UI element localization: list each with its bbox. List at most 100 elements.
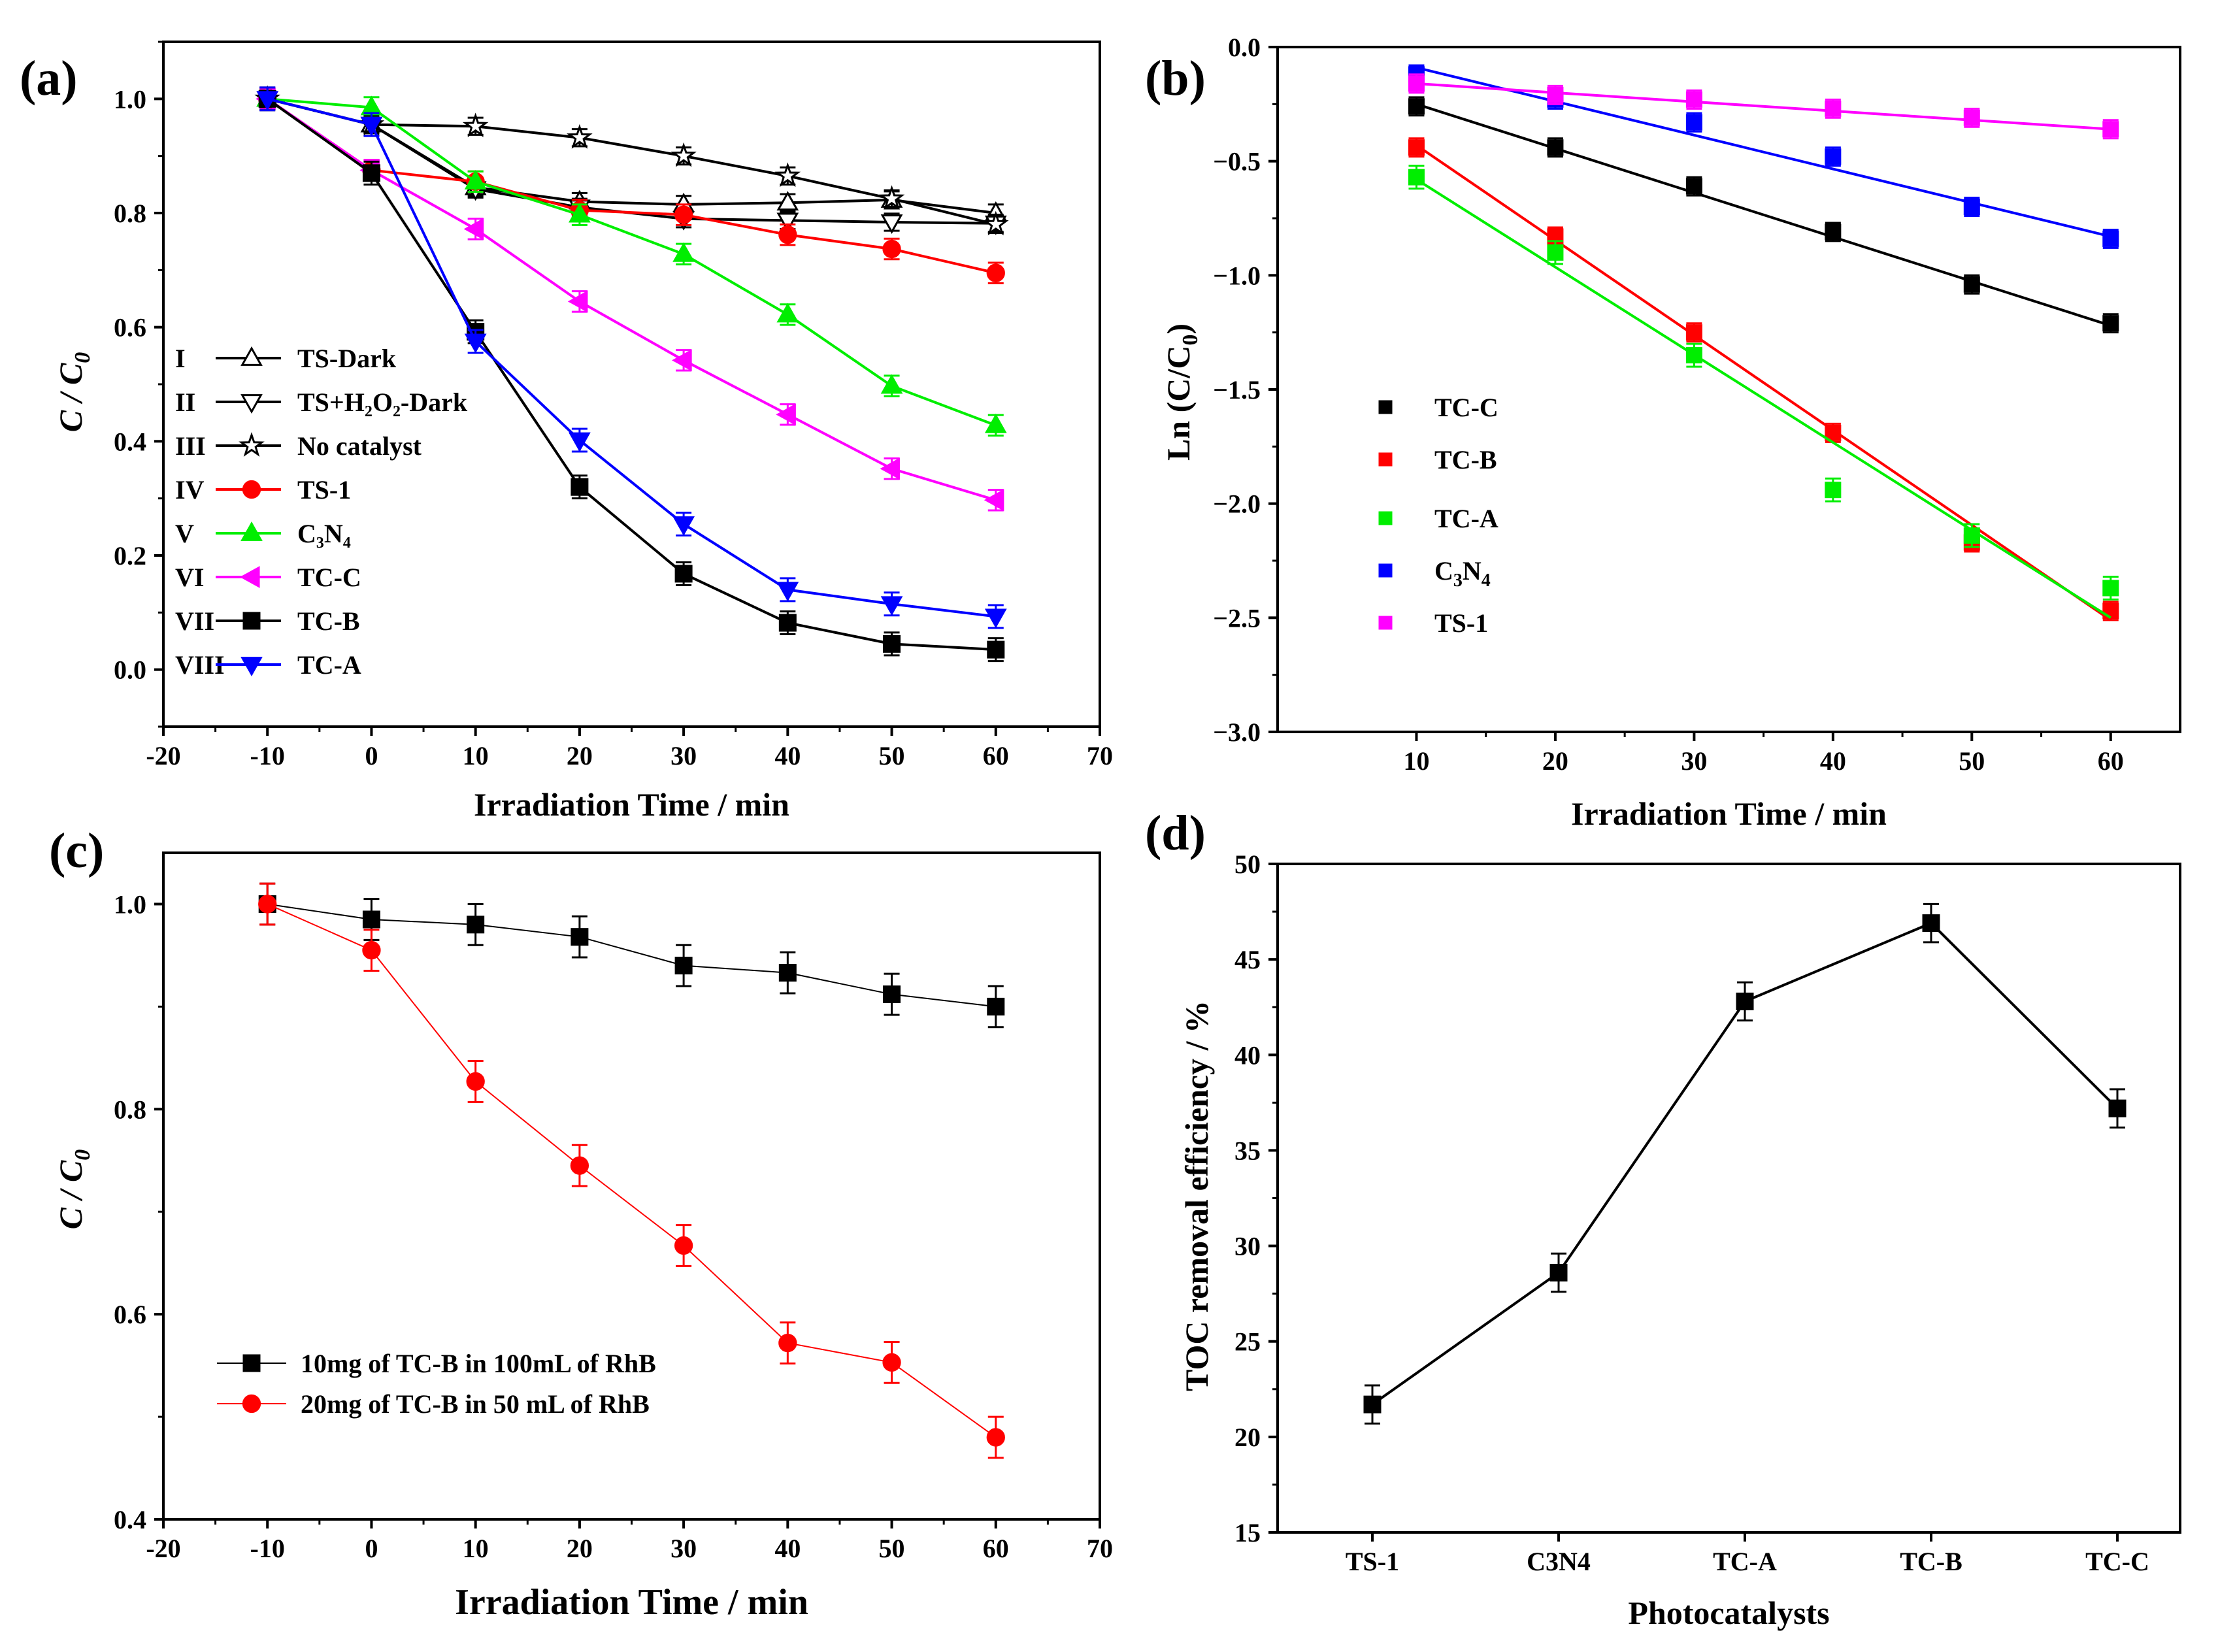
x-tick-label: 40 bbox=[1820, 746, 1846, 776]
x-tick-label: TC-A bbox=[1713, 1547, 1777, 1576]
x-tick-label: -10 bbox=[250, 741, 285, 770]
legend-marker bbox=[242, 612, 261, 630]
fit-line bbox=[1416, 178, 2111, 620]
legend-roman: II bbox=[175, 388, 195, 417]
x-tick-label: 60 bbox=[983, 1534, 1009, 1563]
data-point bbox=[882, 239, 901, 259]
y-tick-label: 20 bbox=[1234, 1423, 1261, 1452]
panel-d: TS-1 C3N4 TC-A TC-B TC-C 15 20 25 30 35 40 45 50 (d) P… bbox=[1145, 806, 2181, 1631]
legend-label: TC-B bbox=[1434, 445, 1497, 474]
x-tick-label: 10 bbox=[463, 741, 489, 770]
data-point bbox=[776, 212, 799, 233]
y-tick-label: −2.5 bbox=[1213, 603, 1261, 633]
x-tick-label: 50 bbox=[1959, 746, 1985, 776]
legend-roman: VI bbox=[175, 563, 204, 592]
x-tick-label: 20 bbox=[567, 741, 593, 770]
data-point bbox=[1363, 1395, 1382, 1413]
series-TC-B bbox=[258, 86, 1005, 663]
series-line bbox=[267, 97, 996, 652]
series-TC-A bbox=[1408, 165, 2119, 620]
series-TS-1 bbox=[1408, 73, 2119, 140]
data-point bbox=[464, 333, 487, 354]
data-point bbox=[362, 940, 381, 960]
data-point bbox=[674, 205, 693, 224]
series-TC-B bbox=[1408, 137, 2119, 621]
legend-marker bbox=[240, 394, 263, 414]
x-tick-label: 20 bbox=[567, 1534, 593, 1563]
data-point bbox=[1963, 109, 1980, 126]
data-point bbox=[1685, 178, 1702, 195]
x-tick-label: TC-B bbox=[1900, 1547, 1962, 1576]
legend-marker bbox=[1378, 616, 1393, 630]
series-C₃N₄ bbox=[1408, 64, 2119, 249]
legend-marker bbox=[1378, 511, 1393, 525]
data-point bbox=[776, 403, 796, 426]
data-point bbox=[2102, 230, 2119, 247]
legend-marker bbox=[240, 346, 263, 366]
data-point bbox=[571, 478, 589, 496]
y-tick-label: 1.0 bbox=[114, 84, 146, 114]
data-point bbox=[674, 565, 693, 583]
data-point bbox=[570, 1156, 589, 1175]
y-tick-label: 1.0 bbox=[114, 889, 146, 919]
x-tick-label: TS-1 bbox=[1346, 1547, 1399, 1576]
data-point bbox=[463, 218, 484, 240]
y-tick-label: 0.4 bbox=[114, 427, 146, 456]
data-point bbox=[878, 185, 905, 210]
panel-label: (c) bbox=[49, 823, 104, 878]
data-point bbox=[883, 985, 901, 1004]
x-tick-label: 30 bbox=[670, 1534, 697, 1563]
legend-marker bbox=[1378, 563, 1393, 578]
data-point bbox=[982, 210, 1009, 236]
data-point bbox=[776, 303, 799, 323]
legend-label: TS-Dark bbox=[297, 344, 397, 373]
data-point bbox=[362, 910, 380, 929]
y-tick-label: −1.5 bbox=[1213, 375, 1261, 405]
data-point bbox=[1963, 527, 1980, 544]
x-tick-label: -20 bbox=[146, 741, 180, 770]
legend-marker bbox=[242, 480, 261, 499]
x-tick-label: 30 bbox=[1681, 746, 1707, 776]
plot-frame bbox=[1276, 863, 2181, 1534]
x-tick-label: 70 bbox=[1087, 1534, 1113, 1563]
x-tick-label: 10 bbox=[463, 1534, 489, 1563]
panel-label: (a) bbox=[20, 51, 78, 106]
legend-label: TC-A bbox=[1434, 504, 1498, 533]
data-point bbox=[880, 596, 903, 616]
y-tick-label: −1.0 bbox=[1213, 261, 1261, 290]
data-point bbox=[883, 635, 901, 653]
x-axis-label: Irradiation Time / min bbox=[1571, 795, 1887, 832]
data-point bbox=[880, 374, 903, 394]
legend-roman: III bbox=[175, 431, 206, 461]
series-line bbox=[267, 97, 997, 427]
data-point bbox=[567, 124, 593, 149]
y-tick-label: 0.4 bbox=[114, 1505, 146, 1534]
legend-label: No catalyst bbox=[297, 431, 422, 461]
data-point bbox=[1408, 75, 1425, 92]
y-tick-label: 0.2 bbox=[114, 541, 146, 570]
legend-label: TC-B bbox=[297, 606, 360, 636]
y-tick-label: −2.0 bbox=[1213, 489, 1261, 519]
data-point bbox=[1549, 1263, 1568, 1281]
legend-label: TC-C bbox=[1434, 393, 1498, 422]
x-tick-label: 70 bbox=[1087, 741, 1113, 770]
panel-c: -20 -10 0 10 20 30 40 50 60 70 0.4 0.6 0.8 1.0 (c) Irra… bbox=[49, 823, 1113, 1623]
data-point bbox=[776, 191, 799, 211]
legend-label: 20mg of TC-B in 50 mL of RhB bbox=[301, 1389, 650, 1419]
data-point bbox=[1825, 100, 1842, 117]
data-point bbox=[1736, 992, 1754, 1010]
y-tick-label: 25 bbox=[1234, 1327, 1261, 1357]
panel-a: -20 -10 0 10 20 30 40 50 60 70 0.0 0.2 0.4 0.6 0.8 1.0 (… bbox=[20, 41, 1113, 823]
x-tick-label: C3N4 bbox=[1527, 1547, 1591, 1576]
legend-roman: IV bbox=[175, 475, 205, 504]
legend-label: C₃N₄ bbox=[297, 519, 351, 548]
data-point bbox=[987, 997, 1005, 1016]
y-tick-label: 0.0 bbox=[1228, 33, 1261, 62]
data-point bbox=[1685, 347, 1702, 364]
panel-b: 10 20 30 40 50 60 0.0 −0.5 −1.0 −1.5 −2.0 −2.5 −3.0 (… bbox=[1145, 33, 2181, 832]
data-point bbox=[984, 608, 1007, 629]
y-tick-label: −3.0 bbox=[1213, 718, 1261, 747]
y-tick-label: 0.6 bbox=[114, 313, 146, 342]
data-point bbox=[1685, 324, 1702, 341]
data-point bbox=[2102, 315, 2119, 332]
